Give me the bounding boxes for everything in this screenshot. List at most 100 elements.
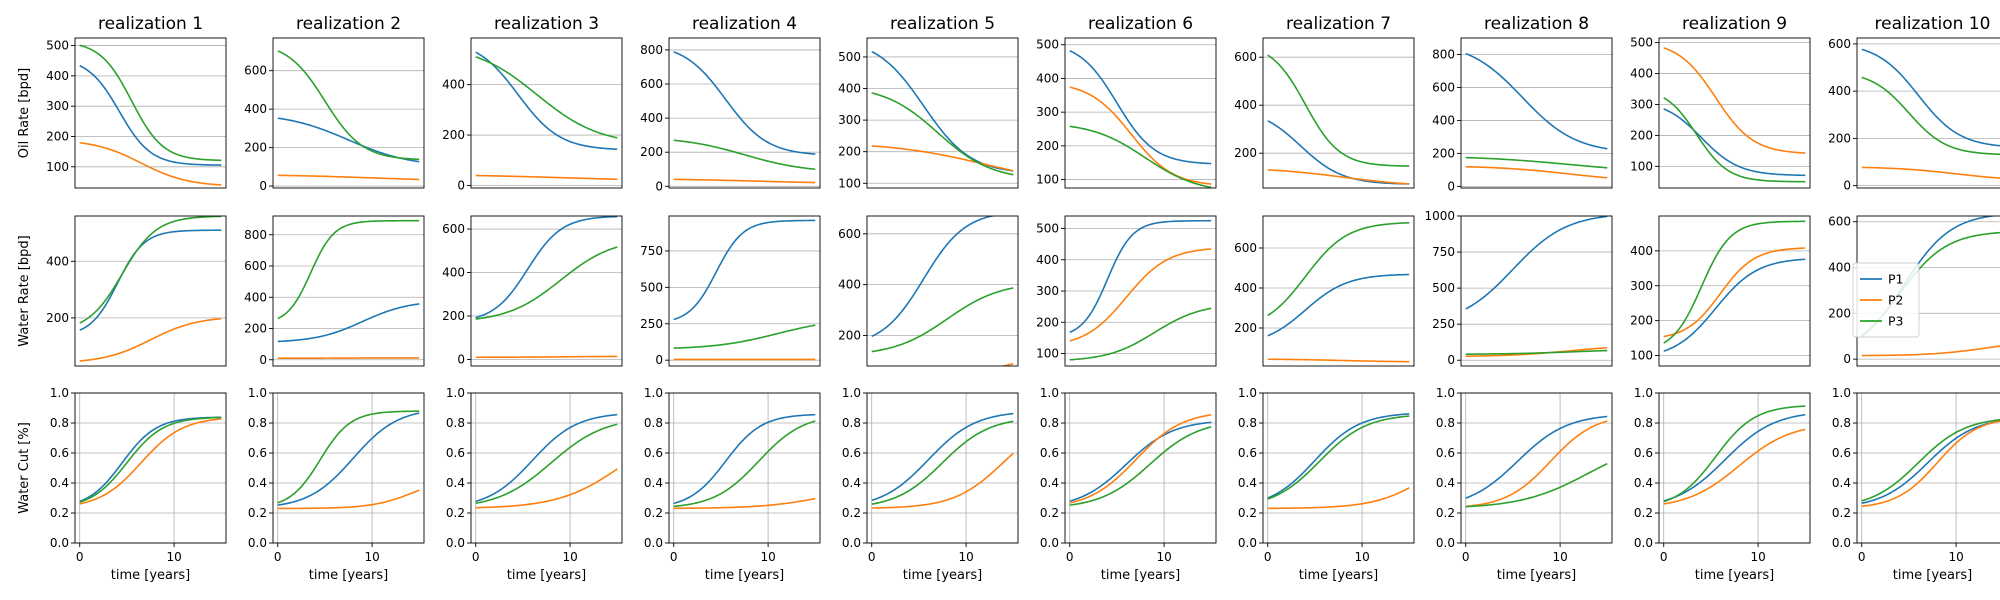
x-axis-label: time [years] xyxy=(309,568,388,583)
legend: P1 P2 P3 xyxy=(1852,262,1920,338)
y-tick-label: 200 xyxy=(244,141,267,155)
y-tick-label: 400 xyxy=(838,278,861,292)
y-tick-label: 0.6 xyxy=(1040,446,1059,460)
y-tick-label: 0.2 xyxy=(50,506,69,520)
series-line-p2 xyxy=(475,468,618,509)
subplot-oil-rate-r4: 0 200 400 600 800 realization 4 xyxy=(640,14,821,193)
axes-frame xyxy=(1064,37,1217,189)
series-line-p3 xyxy=(277,219,420,320)
axes-frame xyxy=(866,37,1019,189)
axes-frame xyxy=(470,37,623,189)
y-tick-label: 0.0 xyxy=(248,536,267,550)
subplot-water-cut-r6: 0.0 0.2 0.4 0.6 0.8 1.0 0 10 time [years] xyxy=(1040,386,1217,583)
series-line-p1 xyxy=(673,413,816,505)
series-line-p3 xyxy=(1663,220,1806,344)
series-line-p1 xyxy=(1861,420,2000,505)
series-line-p3 xyxy=(871,420,1014,505)
y-tick-label: 0 xyxy=(259,179,267,193)
series-line-p3 xyxy=(673,324,816,349)
series-line-p1 xyxy=(1663,413,1806,502)
y-tick-label: 0.4 xyxy=(644,476,663,490)
y-tick-label: 0.8 xyxy=(446,416,465,430)
axes-frame xyxy=(74,37,227,189)
y-tick-label: 1.0 xyxy=(50,386,69,400)
x-tick-label: 10 xyxy=(1552,550,1567,564)
x-tick-label: 0 xyxy=(868,550,876,564)
y-tick-label: 200 xyxy=(442,309,465,323)
subplot-water-rate-r5: 200 400 600 xyxy=(838,215,1019,367)
series-line-p3 xyxy=(475,246,618,320)
x-tick-label: 10 xyxy=(1948,550,1963,564)
series-line-p3 xyxy=(475,423,618,505)
y-tick-label: 0.6 xyxy=(446,446,465,460)
y-tick-label: 300 xyxy=(838,113,861,127)
y-tick-label: 800 xyxy=(1432,47,1455,61)
y-tick-label: 0.2 xyxy=(1040,506,1059,520)
y-tick-label: 0.0 xyxy=(1040,536,1059,550)
subplot-water-rate-r2: 0 200 400 600 800 xyxy=(244,215,425,367)
y-tick-label: 1.0 xyxy=(1832,386,1851,400)
y-tick-label: 500 xyxy=(1630,36,1653,50)
y-tick-label: 0.8 xyxy=(644,416,663,430)
x-axis-label: time [years] xyxy=(1893,568,1972,583)
y-tick-label: 400 xyxy=(1234,281,1257,295)
series-line-p2 xyxy=(1465,420,1608,508)
axes-frame xyxy=(1856,392,2000,544)
y-tick-label: 300 xyxy=(1630,279,1653,293)
y-tick-label: 200 xyxy=(46,129,69,143)
subplot-title: realization 10 xyxy=(1875,14,1991,34)
x-tick-label: 10 xyxy=(562,550,577,564)
series-line-p3 xyxy=(673,139,816,171)
y-axis-label: Water Cut [%] xyxy=(17,422,32,514)
y-tick-label: 200 xyxy=(1630,314,1653,328)
series-line-p1 xyxy=(871,216,996,338)
series-line-p1 xyxy=(1465,216,1608,310)
series-line-p2 xyxy=(1267,358,1410,363)
y-tick-label: 100 xyxy=(1036,347,1059,361)
subplot-water-cut-r7: 0.0 0.2 0.4 0.6 0.8 1.0 0 10 time [years] xyxy=(1238,386,1415,583)
y-tick-label: 200 xyxy=(1036,139,1059,153)
y-tick-label: 300 xyxy=(46,99,69,113)
y-tick-label: 0.4 xyxy=(842,476,861,490)
y-tick-label: 0.8 xyxy=(1634,416,1653,430)
x-tick-label: 0 xyxy=(1660,550,1668,564)
series-line-p2 xyxy=(1861,420,2000,508)
series-line-p2 xyxy=(673,497,816,510)
series-line-p3 xyxy=(1663,97,1806,183)
series-line-p2 xyxy=(1663,247,1806,338)
y-tick-label: 0 xyxy=(457,352,465,366)
y-tick-label: 200 xyxy=(46,311,69,325)
y-tick-label: 0.2 xyxy=(248,506,267,520)
y-tick-label: 0.4 xyxy=(446,476,465,490)
legend-box xyxy=(1852,262,1920,338)
y-tick-label: 0.4 xyxy=(50,476,69,490)
legend-entry-p1: P1 xyxy=(1888,272,1904,287)
series-line-p2 xyxy=(475,355,618,359)
subplot-water-rate-r8: 0 250 500 750 1000 xyxy=(1424,209,1613,367)
y-tick-label: 1.0 xyxy=(644,386,663,400)
axes-frame xyxy=(668,215,821,367)
y-tick-label: 0.4 xyxy=(248,476,267,490)
series-line-p3 xyxy=(1861,76,2000,156)
series-line-p2 xyxy=(1861,166,2000,179)
subplot-title: realization 8 xyxy=(1484,14,1589,34)
axes-frame xyxy=(74,215,227,367)
y-tick-label: 200 xyxy=(1234,321,1257,335)
y-tick-label: 0 xyxy=(655,179,663,193)
y-tick-label: 0.2 xyxy=(1634,506,1653,520)
y-tick-label: 0.6 xyxy=(644,446,663,460)
y-tick-label: 200 xyxy=(244,322,267,336)
series-line-p1 xyxy=(1069,421,1212,502)
y-tick-label: 0.0 xyxy=(842,536,861,550)
y-tick-label: 1000 xyxy=(1424,209,1455,223)
series-line-p3 xyxy=(1069,307,1212,361)
subplot-oil-rate-r1: 100 200 300 400 500 realization 1 Oil Rate [bp… xyxy=(17,14,227,189)
y-tick-label: 400 xyxy=(1036,71,1059,85)
axes-frame xyxy=(1460,37,1613,189)
y-tick-label: 400 xyxy=(1234,98,1257,112)
y-tick-label: 500 xyxy=(1432,281,1455,295)
y-tick-label: 1.0 xyxy=(1634,386,1653,400)
y-tick-label: 0.4 xyxy=(1040,476,1059,490)
subplot-title: realization 7 xyxy=(1286,14,1391,34)
subplot-water-rate-r9: 100 200 300 400 xyxy=(1630,215,1811,367)
